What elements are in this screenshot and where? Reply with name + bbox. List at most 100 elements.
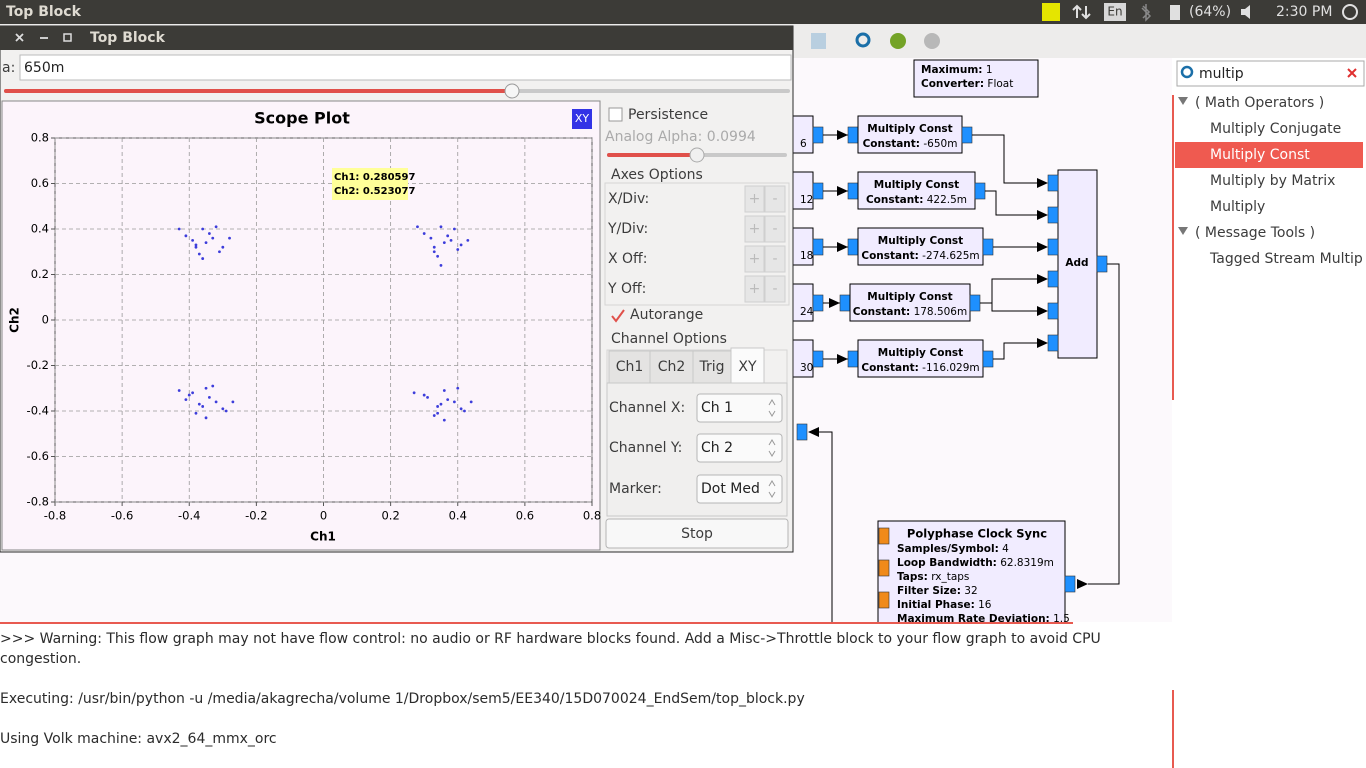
search-box[interactable] [1176, 60, 1365, 87]
port[interactable] [982, 238, 994, 256]
scatter-point [416, 225, 419, 229]
multiply-block[interactable] [857, 171, 976, 210]
y-tick-label: -0.4 [27, 404, 49, 418]
xy-button[interactable] [572, 109, 592, 129]
scatter-point [439, 402, 443, 406]
port[interactable] [982, 350, 994, 368]
combo-box[interactable] [696, 474, 783, 504]
param-value[interactable]: 650m [24, 60, 64, 76]
multiply-block[interactable] [857, 227, 984, 266]
scatter-point [442, 389, 446, 392]
port[interactable] [1047, 334, 1059, 352]
volume-icon[interactable] [1241, 5, 1250, 19]
close-button[interactable] [15, 33, 24, 42]
polyphase-block[interactable] [877, 520, 1066, 632]
indicator-icon[interactable] [1042, 3, 1060, 21]
toolbar-find[interactable] [855, 32, 871, 48]
plus-button[interactable] [744, 245, 765, 273]
power-icon[interactable] [1342, 4, 1358, 20]
toolbar-reload[interactable] [890, 33, 906, 49]
tree-item[interactable]: Multiply [1210, 199, 1265, 215]
port[interactable] [969, 294, 981, 312]
minus-button[interactable] [764, 245, 786, 273]
minus-button[interactable] [764, 185, 786, 213]
port[interactable] [1047, 238, 1059, 256]
multiply-block[interactable] [857, 115, 963, 154]
expander[interactable] [1178, 97, 1188, 105]
checkbox[interactable] [608, 107, 623, 122]
port[interactable] [878, 559, 890, 577]
port[interactable] [1047, 270, 1059, 288]
block-title: Add [1065, 257, 1088, 269]
network-icon[interactable] [1072, 4, 1091, 20]
scatter-point [446, 398, 450, 402]
tree-group[interactable]: ( Math Operators ) [1195, 95, 1324, 111]
multiply-block[interactable] [849, 283, 971, 322]
port[interactable] [1047, 206, 1059, 224]
port[interactable] [878, 527, 890, 545]
port[interactable] [974, 182, 986, 200]
plus-button[interactable] [744, 275, 765, 303]
tree-group[interactable]: ( Message Tools ) [1195, 225, 1315, 241]
scatter-point [446, 234, 450, 238]
top-bar [0, 0, 1366, 24]
port[interactable] [961, 126, 973, 144]
plus-button[interactable] [744, 185, 765, 213]
param-input[interactable] [19, 54, 792, 81]
persistence-label[interactable]: Persistence [628, 107, 708, 123]
port[interactable] [812, 182, 824, 200]
port[interactable] [1047, 302, 1059, 320]
axis-row-label: X/Div: [608, 191, 649, 207]
stop-label: Stop [681, 526, 713, 542]
port[interactable] [812, 294, 824, 312]
port[interactable] [878, 591, 890, 609]
maximize-button[interactable] [63, 33, 72, 42]
checkbox-checked[interactable] [611, 309, 625, 323]
port[interactable] [847, 182, 859, 200]
scatter-point [422, 232, 426, 235]
port[interactable] [847, 238, 859, 256]
bluetooth-icon[interactable] [1141, 4, 1152, 22]
port[interactable] [796, 423, 808, 441]
tree-item[interactable]: Multiply by Matrix [1210, 173, 1335, 189]
plot-area [1, 100, 601, 551]
minus-button[interactable] [764, 215, 786, 243]
port[interactable] [812, 238, 824, 256]
add-block[interactable] [1057, 169, 1098, 359]
port[interactable] [1047, 174, 1059, 192]
multiply-block[interactable] [857, 339, 984, 378]
port[interactable] [1064, 575, 1076, 593]
port[interactable] [812, 126, 824, 144]
search-query[interactable]: multip [1199, 66, 1244, 82]
battery-icon[interactable] [1170, 5, 1180, 20]
group-box [604, 182, 790, 306]
expander[interactable] [1178, 227, 1188, 235]
combo-value: Ch 2 [701, 440, 733, 456]
port[interactable] [1096, 255, 1108, 273]
port[interactable] [812, 350, 824, 368]
combo-box[interactable] [696, 433, 783, 463]
tree-item[interactable]: Tagged Stream Multip [1209, 251, 1363, 267]
tree-item[interactable]: Multiply Conjugate [1210, 121, 1341, 137]
autorange-label[interactable]: Autorange [630, 307, 703, 323]
tree-item[interactable]: Multiply Const [1210, 147, 1310, 163]
block[interactable] [913, 59, 1039, 98]
slider-knob[interactable] [504, 83, 520, 99]
lang-box[interactable] [1104, 3, 1126, 21]
y-tick-label: 0.8 [31, 131, 49, 145]
search-clear[interactable] [1347, 68, 1357, 78]
plus-button[interactable] [744, 215, 765, 243]
minus-button[interactable] [764, 275, 786, 303]
port[interactable] [847, 350, 859, 368]
stop-button[interactable] [605, 518, 789, 549]
block-title: Polyphase Clock Sync [907, 527, 1047, 541]
clock[interactable]: 2:30 PM [1276, 4, 1332, 20]
toolbar-kill[interactable] [924, 33, 940, 49]
combo-box[interactable] [696, 393, 783, 423]
slider-knob[interactable] [689, 147, 705, 163]
port[interactable] [839, 294, 851, 312]
scatter-point [194, 243, 198, 247]
port[interactable] [847, 126, 859, 144]
toolbar-icon[interactable] [811, 33, 826, 49]
